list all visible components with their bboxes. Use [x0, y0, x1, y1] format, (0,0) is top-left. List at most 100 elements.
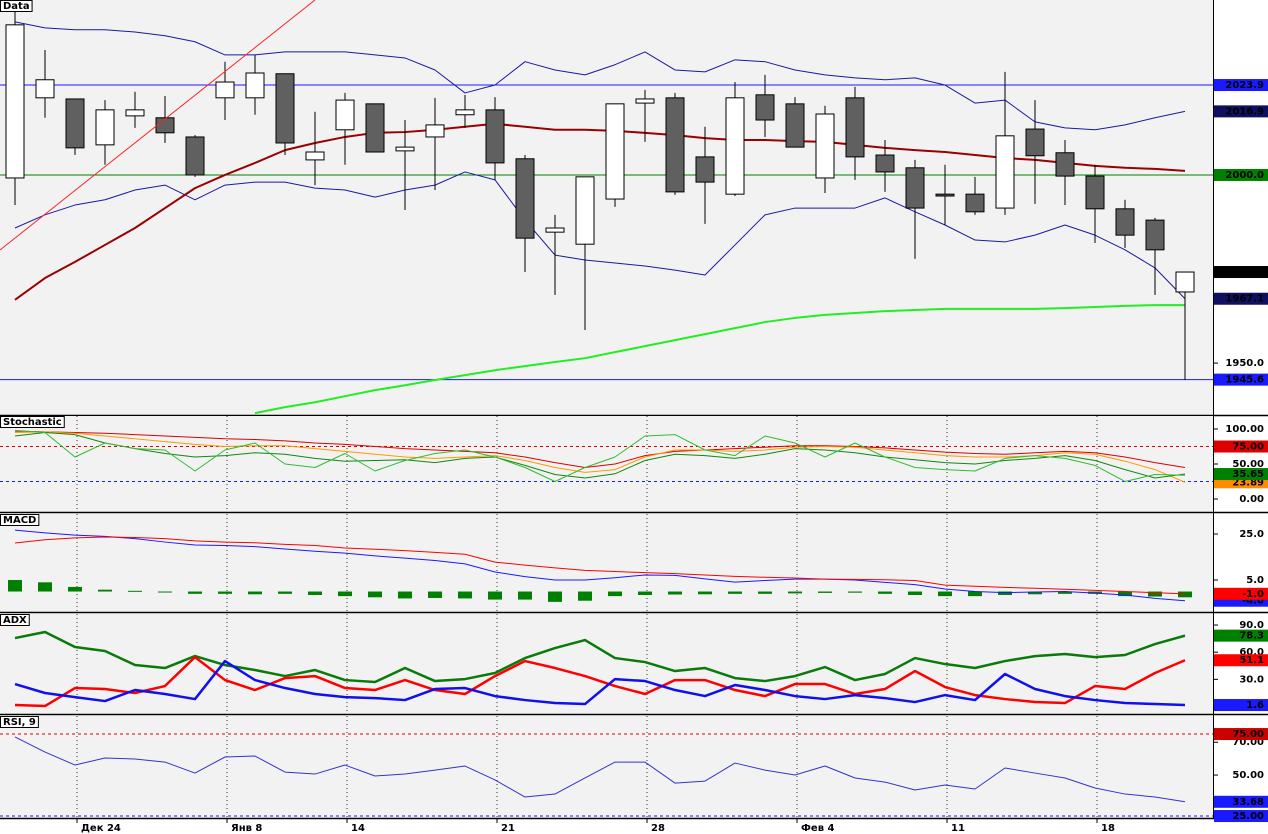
histogram-bar — [788, 591, 802, 594]
close-tag — [1214, 266, 1268, 279]
candle-body — [515, 158, 535, 239]
panel-title: Stochastic — [3, 417, 62, 428]
panel-title-box — [0, 716, 39, 728]
value-tag-label: -4.0 — [1242, 596, 1264, 607]
panel-title: RSI, 9 — [3, 717, 36, 728]
candle-body — [155, 117, 175, 134]
histogram-bar — [698, 591, 712, 595]
histogram-bar — [458, 591, 472, 599]
histogram-bar — [338, 591, 352, 597]
histogram-bar — [548, 591, 562, 602]
level-tag — [1214, 810, 1268, 823]
histogram-bar — [1148, 591, 1162, 597]
candle-body — [335, 99, 355, 131]
value-tag-label: 78.3 — [1239, 631, 1264, 642]
level-tag — [1214, 440, 1268, 453]
candle-body — [545, 227, 565, 233]
candle-body — [1055, 152, 1075, 177]
value-tag — [1214, 699, 1268, 712]
panel — [0, 514, 1213, 612]
histogram-bar — [938, 591, 952, 597]
panel-background — [0, 614, 1213, 714]
histogram-bar — [158, 591, 172, 593]
series-line — [14, 529, 1186, 602]
level-tag-label: 75.00 — [1232, 442, 1264, 453]
candle-body — [575, 176, 595, 245]
histogram-bar — [1058, 591, 1072, 594]
value-tag — [1214, 292, 1268, 305]
candle-body — [935, 193, 955, 197]
level-tag-label: 2023.9 — [1225, 80, 1264, 91]
value-tag-label: 1967.1 — [1225, 294, 1264, 305]
series-line — [14, 21, 1186, 131]
histogram-bar — [578, 591, 592, 601]
histogram-bar — [128, 590, 142, 592]
histogram-bar — [368, 591, 382, 598]
panel-background — [0, 514, 1213, 612]
x-tick-label: 18 — [1101, 823, 1115, 834]
histogram-bar — [278, 591, 292, 594]
histogram-bar — [488, 591, 502, 600]
value-tag — [1214, 654, 1268, 667]
x-tick-label: Фев 4 — [801, 823, 835, 834]
y-tick-label: 50.00 — [1232, 770, 1264, 781]
y-tick-label: 25.0 — [1239, 529, 1264, 540]
panel-background — [0, 416, 1213, 512]
series-line — [14, 122, 1186, 301]
value-tag — [1214, 468, 1268, 481]
series-line — [254, 304, 1185, 415]
series-line — [14, 430, 1186, 468]
histogram-bar — [1178, 591, 1192, 598]
value-tag-label: 2016.9 — [1225, 106, 1264, 117]
histogram-bar — [818, 591, 832, 593]
histogram-bar — [8, 580, 22, 592]
panel-title: Data — [3, 1, 30, 12]
candle-body — [35, 79, 55, 99]
histogram-bar — [38, 582, 52, 592]
x-tick-label: 14 — [351, 823, 365, 834]
series-line — [14, 431, 1186, 483]
histogram-bar — [68, 586, 82, 592]
candle-body — [1175, 271, 1195, 293]
histogram-bar — [848, 591, 862, 593]
series-line — [14, 630, 1186, 684]
candle-body — [725, 97, 745, 195]
panel-title-box — [0, 514, 40, 526]
y-tick-label: 5.0 — [1246, 575, 1264, 586]
candle-body — [695, 156, 715, 183]
series-line — [14, 659, 1186, 707]
histogram-bar — [98, 589, 112, 592]
candle-body — [1085, 175, 1105, 210]
value-tag-label: 51.1 — [1239, 655, 1264, 666]
candle-body — [755, 94, 775, 121]
value-tag-label: 1.6 — [1246, 700, 1264, 711]
y-tick-label: 50.00 — [1232, 459, 1264, 470]
histogram-bar — [998, 591, 1012, 595]
histogram-bar — [878, 591, 892, 594]
candle-body — [635, 98, 655, 104]
level-tag — [1214, 168, 1268, 181]
histogram-bar — [1028, 591, 1042, 595]
candle-body — [1025, 128, 1045, 157]
y-tick-label: 100.00 — [1225, 424, 1264, 435]
candle-body — [485, 109, 505, 164]
candle-body — [1115, 208, 1135, 236]
candle-body — [425, 124, 445, 138]
value-tag — [1214, 105, 1268, 118]
panel-title-box — [0, 614, 30, 626]
value-tag-label: 33.68 — [1232, 797, 1264, 808]
value-tag-label: 23.89 — [1232, 477, 1264, 488]
candle-body — [455, 109, 475, 116]
candle-body — [875, 154, 895, 173]
level-tag-label: 2000.0 — [1225, 170, 1264, 181]
close-tag-label: 1974.2 — [1225, 267, 1264, 278]
candle-body — [395, 146, 415, 152]
histogram-bar — [758, 591, 772, 594]
panel-background — [0, 0, 1213, 415]
x-tick-label: 11 — [951, 823, 965, 834]
y-tick-label: 70.00 — [1232, 737, 1264, 748]
level-tag — [1214, 373, 1268, 386]
level-tag-label: 75.00 — [1232, 729, 1264, 740]
candle-body — [965, 193, 985, 213]
